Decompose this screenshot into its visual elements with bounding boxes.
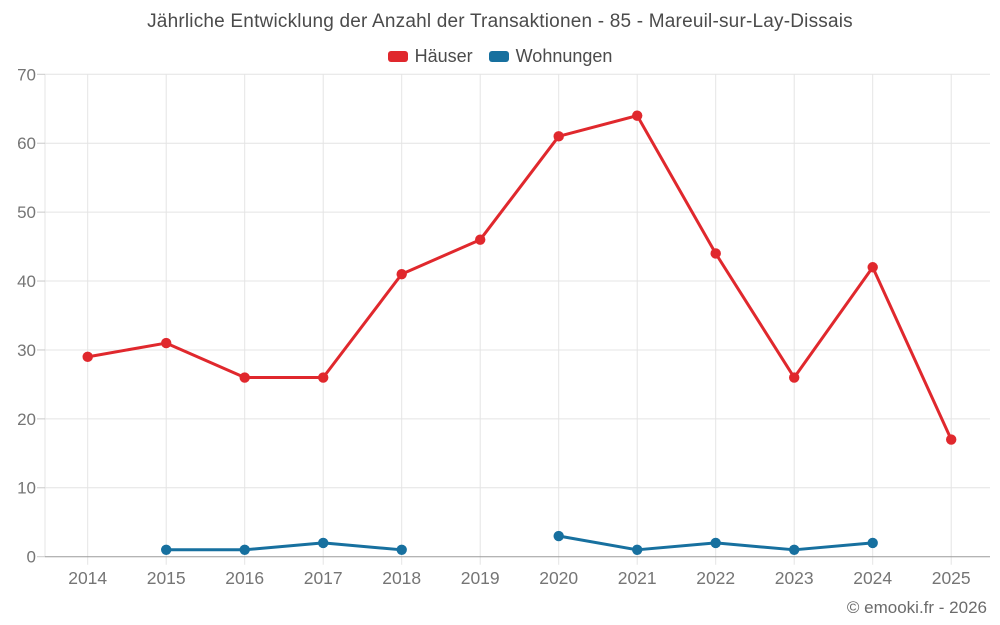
x-axis-label: 2019 <box>461 568 500 588</box>
data-point <box>632 110 643 121</box>
data-point <box>789 544 800 556</box>
x-gridlines <box>44 74 952 565</box>
legend-item-wohnungen[interactable]: Wohnungen <box>488 46 613 67</box>
chart-legend: Häuser Wohnungen <box>0 46 1000 67</box>
series-h-user <box>82 110 957 445</box>
data-point <box>318 537 329 549</box>
x-axis-labels: 2014 2015 2016 2017 2018 2019 2020 2021 2022 2023… <box>68 568 970 588</box>
y-axis-label: 40 <box>17 272 36 291</box>
y-axis-label: 60 <box>17 134 36 153</box>
legend-label-haeuser: Häuser <box>414 46 473 66</box>
data-point <box>946 434 957 445</box>
data-point <box>475 234 486 245</box>
data-point <box>161 544 172 556</box>
y-axis-label: 30 <box>17 341 36 360</box>
data-point <box>318 372 329 383</box>
legend-swatch-haeuser <box>387 51 408 62</box>
y-gridlines <box>45 73 990 489</box>
series-line <box>86 114 953 442</box>
x-axis-label: 2023 <box>775 568 814 588</box>
legend-item-haeuser[interactable]: Häuser <box>387 46 473 67</box>
data-point <box>632 544 643 556</box>
data-point <box>396 544 407 556</box>
data-point <box>161 337 172 349</box>
data-point <box>239 372 250 383</box>
x-axis-label: 2015 <box>147 568 186 588</box>
data-point <box>789 372 800 383</box>
legend-swatch-wohnungen <box>488 51 509 62</box>
y-axis-label: 20 <box>17 410 36 429</box>
x-axis-label: 2014 <box>68 568 107 588</box>
legend-label-wohnungen: Wohnungen <box>515 46 613 66</box>
x-axis-label: 2018 <box>382 568 421 588</box>
x-axis-label: 2017 <box>304 568 343 588</box>
y-axis-label: 10 <box>17 479 36 498</box>
data-point <box>82 351 93 363</box>
data-point <box>710 248 721 259</box>
y-tick-marks <box>37 73 45 558</box>
series-line <box>164 541 404 552</box>
y-axis-labels: 0 10 20 30 40 50 60 70 <box>17 65 36 566</box>
y-axis-label: 0 <box>27 548 36 567</box>
footer-credit: © emooki.fr - 2026 <box>846 598 987 617</box>
data-point <box>239 544 250 556</box>
x-axis-label: 2025 <box>932 568 971 588</box>
data-point <box>867 262 878 273</box>
x-axis-label: 2016 <box>225 568 264 588</box>
y-axis-label: 50 <box>17 203 36 222</box>
data-point <box>396 268 407 280</box>
data-point <box>867 537 878 549</box>
x-axis-label: 2020 <box>539 568 578 588</box>
data-point <box>710 537 721 549</box>
data-point <box>553 530 564 542</box>
x-axis-label: 2021 <box>618 568 657 588</box>
series-wohnungen <box>161 530 878 556</box>
x-axis-label: 2024 <box>853 568 892 588</box>
chart-title: Jährliche Entwicklung der Anzahl der Tra… <box>147 11 853 32</box>
data-point <box>553 131 564 142</box>
x-axis-label: 2022 <box>696 568 735 588</box>
y-axis-label: 70 <box>17 65 36 84</box>
